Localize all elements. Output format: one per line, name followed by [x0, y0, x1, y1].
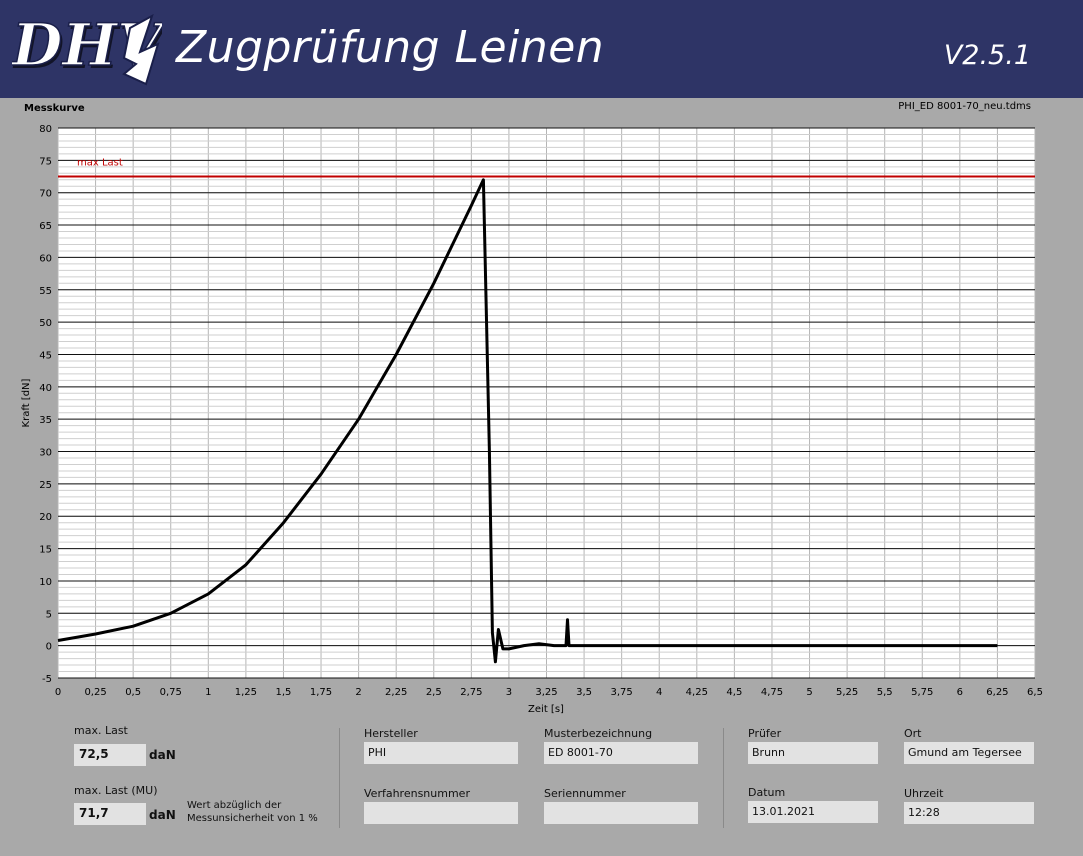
seriennummer-field[interactable] — [544, 802, 698, 824]
y-tick-label: 65 — [39, 221, 52, 232]
grid-major — [58, 127, 1035, 679]
x-tick-label: 2,25 — [385, 687, 407, 698]
app-header: DHV DHV Zugprüfung Leinen V2.5.1 — [0, 0, 1083, 98]
x-tick-label: 5 — [806, 687, 812, 698]
y-tick-label: 20 — [39, 512, 52, 523]
y-tick-label: -5 — [42, 674, 52, 685]
max-last-mu-label: max. Last (MU) — [74, 784, 158, 797]
x-tick-label: 1,25 — [235, 687, 257, 698]
y-axis-label: Kraft [dN] — [21, 378, 32, 427]
max-last-value: 72,5 — [74, 744, 146, 766]
x-tick-label: 3,25 — [535, 687, 557, 698]
y-tick-label: 60 — [39, 253, 52, 264]
y-axis-ticks: -5 0 5 10 15 20 25 30 35 40 45 50 55 60 65 70 75 80 — [39, 124, 52, 685]
verfahrensnummer-field[interactable] — [364, 802, 518, 824]
x-tick-label: 5,5 — [877, 687, 893, 698]
y-tick-label: 25 — [39, 480, 52, 491]
x-tick-label: 2 — [355, 687, 361, 698]
chart-title: Messkurve — [24, 103, 85, 114]
x-axis-ticks: 0 0,25 0,5 0,75 1 1,25 1,5 1,75 2 2,25 2,5 2,75 3 3,2… — [55, 687, 1043, 698]
verfahrensnummer-label: Verfahrensnummer — [364, 787, 470, 800]
separator-2 — [723, 728, 724, 828]
y-tick-label: 30 — [39, 448, 52, 459]
x-tick-label: 2,5 — [426, 687, 442, 698]
y-tick-label: 15 — [39, 545, 52, 556]
x-tick-label: 6,5 — [1027, 687, 1043, 698]
hersteller-label: Hersteller — [364, 727, 418, 740]
y-tick-label: 0 — [46, 642, 52, 653]
max-last-mu-value: 71,7 — [74, 803, 146, 825]
version-label: V2.5.1 — [943, 40, 1031, 71]
x-tick-label: 6 — [957, 687, 963, 698]
max-last-mu-unit: daN — [149, 808, 176, 822]
y-tick-label: 50 — [39, 318, 52, 329]
dhv-logo: DHV DHV — [12, 10, 162, 86]
x-tick-label: 1,5 — [276, 687, 292, 698]
pruefer-label: Prüfer — [748, 727, 782, 740]
uhrzeit-field[interactable]: 12:28 — [904, 802, 1034, 824]
x-tick-label: 5,25 — [836, 687, 858, 698]
x-tick-label: 3 — [506, 687, 512, 698]
pruefer-field[interactable]: Brunn — [748, 742, 878, 764]
y-tick-label: 45 — [39, 350, 52, 361]
uhrzeit-label: Uhrzeit — [904, 787, 944, 800]
x-tick-label: 3,75 — [611, 687, 633, 698]
mu-note-line1: Wert abzüglich der — [187, 800, 282, 811]
x-tick-label: 2,75 — [460, 687, 482, 698]
grid-minor — [57, 127, 1036, 679]
file-name: PHI_ED 8001-70_neu.tdms — [898, 101, 1031, 112]
hersteller-field[interactable]: PHI — [364, 742, 518, 764]
app-title: Zugprüfung Leinen — [176, 22, 605, 73]
y-tick-label: 75 — [39, 156, 52, 167]
x-tick-label: 5,75 — [911, 687, 933, 698]
x-tick-label: 4,25 — [686, 687, 708, 698]
x-tick-label: 1,75 — [310, 687, 332, 698]
x-tick-label: 6,25 — [986, 687, 1008, 698]
x-tick-label: 4,5 — [726, 687, 742, 698]
series-group — [57, 178, 998, 664]
musterbezeichnung-field[interactable]: ED 8001-70 — [544, 742, 698, 764]
y-tick-label: 55 — [39, 286, 52, 297]
y-tick-label: 5 — [46, 609, 52, 620]
x-tick-label: 0 — [55, 687, 61, 698]
datum-field[interactable]: 13.01.2021 — [748, 801, 878, 823]
mu-note-line2: Messunsicherheit von 1 % — [187, 813, 318, 824]
x-tick-label: 0,5 — [125, 687, 141, 698]
y-tick-label: 35 — [39, 415, 52, 426]
y-tick-label: 70 — [39, 189, 52, 200]
ort-label: Ort — [904, 727, 922, 740]
x-axis-label: Zeit [s] — [528, 704, 564, 715]
measurement-chart: 0 0,25 0,5 0,75 1 1,25 1,5 1,75 2 2,25 2,5 2,75 3 3,2… — [21, 124, 1043, 715]
reference-line-group: max Last — [58, 158, 1035, 178]
datum-label: Datum — [748, 786, 786, 799]
separator-1 — [339, 728, 340, 828]
logo-wing-icon — [122, 13, 160, 86]
y-tick-label: 80 — [39, 124, 52, 135]
x-tick-label: 0,25 — [84, 687, 106, 698]
max-last-label: max. Last — [74, 724, 128, 737]
max-last-unit: daN — [149, 748, 176, 762]
y-tick-label: 40 — [39, 383, 52, 394]
series-line — [57, 178, 998, 664]
max-last-line-label: max Last — [77, 158, 123, 169]
x-tick-label: 0,75 — [160, 687, 182, 698]
musterbezeichnung-label: Musterbezeichnung — [544, 727, 653, 740]
y-tick-label: 10 — [39, 577, 52, 588]
x-tick-label: 3,5 — [576, 687, 592, 698]
x-tick-label: 4 — [656, 687, 662, 698]
mu-note: Wert abzüglich der Messunsicherheit von … — [187, 799, 318, 825]
x-tick-label: 1 — [205, 687, 211, 698]
ort-field[interactable]: Gmund am Tegersee — [904, 742, 1034, 764]
seriennummer-label: Seriennummer — [544, 787, 626, 800]
x-tick-label: 4,75 — [761, 687, 783, 698]
